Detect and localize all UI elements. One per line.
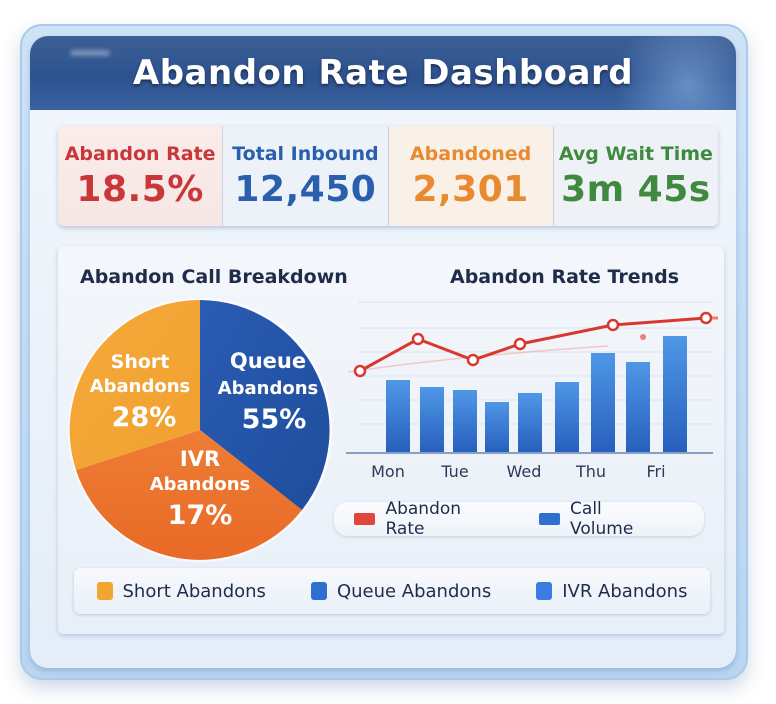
slice-label-queue-1: Queue: [230, 349, 306, 373]
legend-label: Queue Abandons: [336, 580, 492, 602]
point[interactable]: [513, 337, 527, 351]
kpi-avg-wait-time[interactable]: Avg Wait Time 3m 45s: [553, 126, 718, 226]
slice-pct-ivr: 17%: [168, 500, 233, 531]
pie-slice-short[interactable]: [69, 299, 200, 470]
kpi-label: Abandoned: [409, 142, 532, 165]
kpi-value: 12,450: [234, 168, 377, 210]
trends-title: Abandon Rate Trends: [450, 266, 680, 288]
bar[interactable]: [663, 336, 687, 452]
trends-combo-chart: Mon Tue Wed Thu Fri: [346, 301, 718, 481]
trends-legend: Abandon Rate Call Volume: [334, 499, 704, 539]
legend-label: Abandon Rate: [385, 499, 462, 539]
blue-swatch-icon: [310, 582, 327, 600]
x-label-mon: Mon: [371, 462, 405, 481]
abandon-rate-line: [359, 316, 707, 373]
legend-item-abandon-rate[interactable]: Abandon Rate: [354, 499, 503, 539]
kpi-total-inbound[interactable]: Total Inbound 12,450: [223, 126, 389, 226]
point[interactable]: [466, 353, 480, 367]
legend-label: IVR Abandons: [562, 580, 688, 602]
pie-slice-queue[interactable]: [200, 300, 330, 510]
breakdown-pie-chart: Queue Abandons 55% IVR Abandons 17% Shor…: [68, 298, 332, 562]
slice-label-short-1: Short: [111, 351, 170, 373]
yellow-swatch-icon: [96, 582, 113, 600]
point[interactable]: [699, 311, 713, 325]
page-title: Abandon Rate Dashboard: [132, 53, 634, 93]
legend-item-queue-abandons[interactable]: Queue Abandons: [310, 580, 492, 602]
slice-label-short-2: Abandons: [90, 376, 191, 397]
legend-item-call-volume[interactable]: Call Volume: [538, 499, 668, 539]
breakdown-legend: Short Abandons Queue Abandons IVR Abando…: [74, 568, 710, 614]
header-banner: Abandon Rate Dashboard: [30, 36, 736, 110]
x-label-wed: Wed: [507, 462, 542, 481]
bar[interactable]: [626, 362, 650, 452]
kpi-value: 18.5%: [76, 168, 204, 210]
call-volume-bars: [386, 336, 687, 452]
blue-swatch-icon: [538, 513, 561, 525]
charts-panel: Abandon Call Breakdown Abandon Rate Tren…: [58, 246, 724, 634]
bar[interactable]: [485, 402, 509, 452]
legend-item-ivr-abandons[interactable]: IVR Abandons: [536, 581, 687, 602]
x-label-fri: Fri: [646, 462, 665, 481]
x-label-thu: Thu: [575, 462, 606, 481]
point[interactable]: [411, 332, 425, 346]
kpi-label: Abandon Rate: [64, 142, 216, 165]
bar[interactable]: [420, 387, 444, 452]
legend-item-short-abandons[interactable]: Short Abandons: [96, 580, 266, 602]
bar[interactable]: [518, 393, 542, 452]
rate-points: [353, 311, 713, 378]
point[interactable]: [353, 364, 367, 378]
slice-pct-queue: 55%: [242, 404, 307, 435]
kpi-abandon-rate[interactable]: Abandon Rate 18.5%: [58, 126, 224, 226]
kpi-label: Total Inbound: [232, 142, 379, 165]
legend-label: Short Abandons: [122, 580, 266, 602]
legend-label: Call Volume: [570, 499, 634, 539]
bar[interactable]: [386, 380, 410, 452]
slice-label-ivr-1: IVR: [180, 447, 220, 471]
kpi-row: Abandon Rate 18.5% Total Inbound 12,450 …: [58, 126, 718, 226]
kpi-label: Avg Wait Time: [558, 142, 713, 165]
x-label-tue: Tue: [440, 462, 468, 481]
dashboard-window: Abandon Rate Dashboard Abandon Rate 18.5…: [30, 36, 736, 668]
slice-pct-short: 28%: [112, 402, 177, 433]
kpi-value: 3m 45s: [561, 168, 711, 210]
bar[interactable]: [591, 353, 615, 452]
kpi-value: 2,301: [412, 168, 529, 210]
red-swatch-icon: [354, 513, 376, 525]
blue-swatch-icon: [536, 582, 553, 600]
point[interactable]: [606, 318, 620, 332]
slice-label-ivr-2: Abandons: [150, 474, 251, 495]
bar[interactable]: [555, 382, 579, 452]
breakdown-title: Abandon Call Breakdown: [80, 266, 348, 288]
bar[interactable]: [453, 390, 477, 452]
kpi-abandoned[interactable]: Abandoned 2,301: [388, 126, 554, 226]
pie-slice-ivr[interactable]: [76, 430, 302, 560]
slice-label-queue-2: Abandons: [218, 378, 319, 399]
